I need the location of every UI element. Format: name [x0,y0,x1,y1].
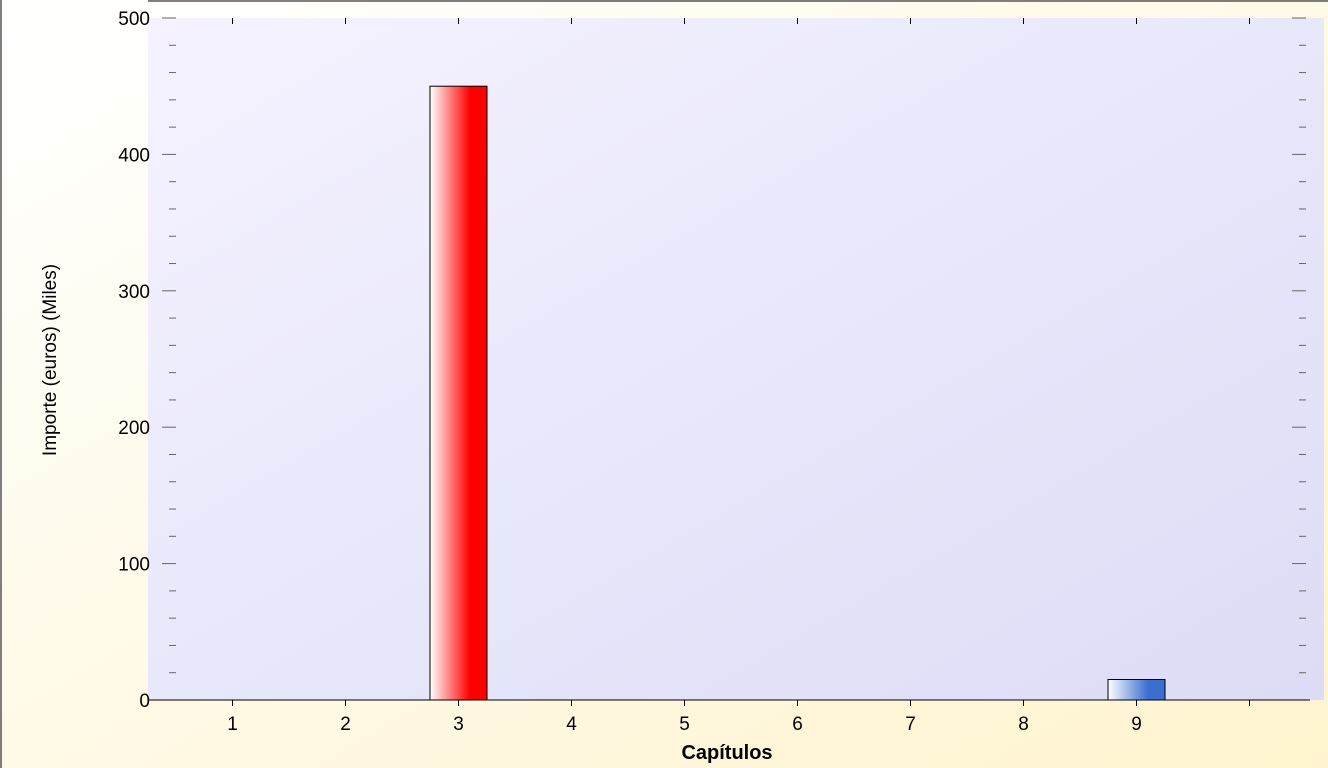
y-tick-label: 300 [118,282,150,303]
x-axis-label: Capítulos [681,742,772,764]
x-tick-label: 6 [792,714,803,735]
x-tick-label: 7 [905,714,916,735]
plot-area [148,18,1324,700]
x-tick-label: 4 [566,714,577,735]
x-tick-label: 3 [453,714,464,735]
x-tick-label: 1 [227,714,238,735]
x-tick-label: 2 [340,714,351,735]
y-axis-ticks: 0 100 200 300 400 500 [118,9,1306,712]
x-tick-label: 9 [1131,714,1142,735]
y-tick-label: 200 [118,418,150,439]
y-tick-label: 500 [118,9,150,30]
x-tick-label: 5 [679,714,690,735]
y-tick-label: 0 [139,691,150,712]
y-tick-label: 100 [118,555,150,576]
bar-3 [429,85,488,701]
bar-9 [1107,679,1166,701]
y-axis-label: Importe (euros) (Miles) [40,264,61,456]
x-axis-ticks: 1 2 3 4 5 6 7 8 9 [227,18,1250,735]
y-tick-label: 400 [118,145,150,166]
bar-series [429,85,1166,701]
x-tick-label: 8 [1018,714,1029,735]
